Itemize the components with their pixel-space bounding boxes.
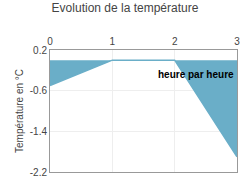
- svg-text:-1.4: -1.4: [30, 126, 48, 137]
- svg-text:1: 1: [110, 36, 116, 47]
- svg-text:0: 0: [47, 36, 53, 47]
- svg-text:Evolution de la température: Evolution de la température: [52, 1, 199, 15]
- svg-text:Température en °C: Température en °C: [14, 69, 25, 153]
- svg-text:heure par heure: heure par heure: [158, 69, 234, 80]
- svg-text:3: 3: [234, 36, 240, 47]
- svg-text:-2.2: -2.2: [30, 167, 48, 178]
- svg-text:0.2: 0.2: [33, 45, 47, 56]
- svg-text:2: 2: [172, 36, 178, 47]
- svg-text:-0.6: -0.6: [30, 85, 48, 96]
